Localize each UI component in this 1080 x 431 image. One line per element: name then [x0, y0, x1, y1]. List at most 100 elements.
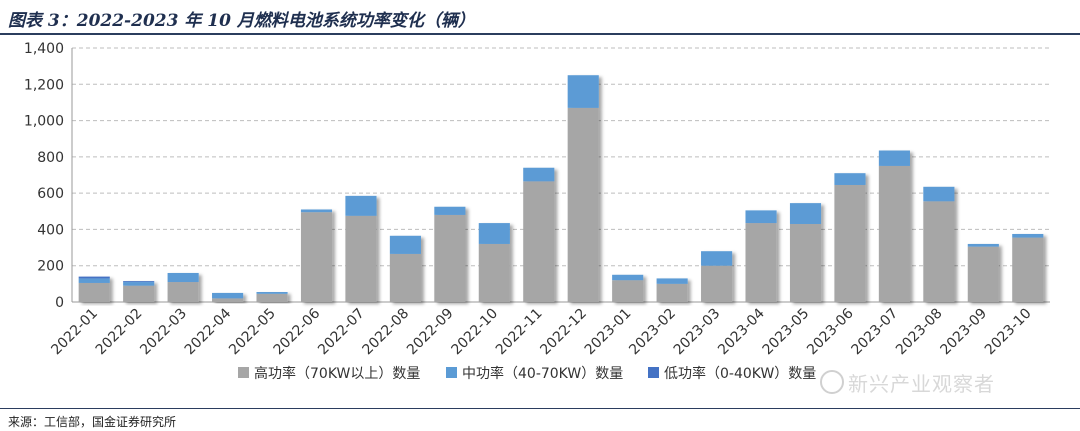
- bar-segment: [123, 282, 155, 286]
- bar-segment: [789, 203, 822, 224]
- bar-segment: [212, 298, 244, 302]
- title-divider: [0, 33, 1080, 35]
- x-tick-label: 2022-05: [226, 306, 279, 359]
- bar-stack: [434, 206, 466, 302]
- x-tick-label: 2022-06: [271, 305, 324, 358]
- x-tick-label: 2022-02: [93, 306, 146, 359]
- bar-segment: [256, 293, 288, 302]
- bar-stack: [389, 235, 421, 302]
- bar-segment: [478, 223, 510, 244]
- x-tick-label: 2023-04: [715, 305, 768, 358]
- bar-segment: [923, 186, 955, 202]
- bar-segment: [789, 223, 822, 302]
- bar-stack: [78, 276, 110, 302]
- bar-stack: [612, 274, 644, 302]
- y-axis: 0 200 400 600 800 1,000 1,200 1,400: [24, 41, 1050, 311]
- bar-stack: [878, 150, 910, 302]
- bar-stack: [256, 292, 288, 302]
- bar-stack: [523, 167, 555, 302]
- bar-stack: [834, 173, 866, 302]
- bar-segment: [523, 167, 555, 182]
- watermark: 新兴产业观察者: [820, 368, 995, 397]
- bar-segment: [834, 184, 866, 302]
- bar-segment: [256, 292, 288, 294]
- wechat-icon: [820, 370, 844, 394]
- bar-stack: [567, 75, 599, 302]
- x-tick-label: 2023-09: [937, 306, 990, 359]
- bar-segment: [567, 75, 599, 108]
- bar-segment: [656, 278, 688, 284]
- x-tick-label: 2022-04: [182, 305, 235, 358]
- bar-stack: [789, 203, 822, 302]
- legend: 高功率（70KW以上）数量 中功率（40-70KW）数量 低功率（0-40KW）数量: [238, 365, 816, 382]
- bar-segment: [656, 283, 688, 302]
- bar-stack: [923, 186, 955, 302]
- bar-segment: [923, 201, 955, 302]
- bar-segment: [967, 243, 999, 247]
- bar-stack: [745, 210, 777, 302]
- x-tick-label: 2023-01: [582, 306, 635, 359]
- bar-segment: [78, 276, 110, 279]
- bar-segment: [1012, 233, 1044, 238]
- source-note: 来源：工信部，国金证券研究所: [8, 415, 177, 429]
- y-tick-label: 400: [37, 222, 64, 238]
- footer-divider: [0, 408, 1080, 409]
- bar-stack: [1012, 233, 1044, 302]
- y-tick-label: 1,000: [24, 114, 64, 130]
- bar-segment: [745, 223, 777, 302]
- legend-swatch: [446, 367, 457, 378]
- bar-stack: [300, 209, 333, 302]
- bar-segment: [389, 235, 421, 254]
- bar-segment: [167, 282, 199, 302]
- y-tick-label: 200: [37, 259, 64, 275]
- bar-stack: [167, 272, 199, 302]
- bar-segment: [701, 265, 733, 302]
- y-tick-label: 0: [55, 295, 64, 311]
- legend-swatch: [238, 367, 249, 378]
- bar-segment: [167, 272, 199, 283]
- bar-segment: [1012, 237, 1044, 302]
- bar-stack: [967, 243, 999, 302]
- bar-segment: [300, 209, 333, 213]
- x-tick-label: 2022-12: [537, 306, 590, 359]
- bar-segment: [300, 212, 333, 302]
- bar-segment: [523, 181, 555, 302]
- bar-segment: [834, 173, 866, 185]
- y-tick-label: 1,400: [24, 41, 64, 57]
- x-tick-label: 2023-02: [626, 306, 679, 359]
- bar-segment: [567, 107, 599, 302]
- bars: [78, 75, 1044, 302]
- legend-swatch: [648, 367, 659, 378]
- legend-label: 高功率（70KW以上）数量: [254, 365, 420, 382]
- page-title: 图表 3：2022-2023 年 10 月燃料电池系统功率变化（辆）: [8, 11, 475, 31]
- x-tick-label: 2022-01: [48, 306, 101, 359]
- y-tick-label: 600: [37, 186, 64, 202]
- x-tick-label: 2022-08: [360, 306, 413, 359]
- y-tick-label: 800: [37, 150, 64, 166]
- bar-segment: [345, 215, 377, 302]
- bar-segment: [123, 285, 155, 302]
- bar-segment: [345, 195, 377, 216]
- x-tick-label: 2022-09: [404, 306, 457, 359]
- bar-stack: [123, 281, 155, 302]
- bar-segment: [478, 243, 510, 302]
- x-tick-label: 2023-06: [804, 305, 857, 358]
- x-tick-label: 2022-11: [493, 306, 546, 359]
- x-tick-label: 2022-07: [315, 306, 368, 359]
- bar-stack: [212, 292, 244, 302]
- watermark-text: 新兴产业观察者: [848, 372, 995, 396]
- bar-segment: [701, 251, 733, 266]
- x-tick-label: 2023-03: [671, 306, 724, 359]
- bar-segment: [123, 281, 155, 283]
- bar-stack: [478, 223, 510, 302]
- y-tick-label: 1,200: [24, 77, 64, 93]
- bar-stack: [656, 278, 688, 302]
- bar-segment: [878, 150, 910, 166]
- bar-segment: [78, 278, 110, 283]
- bar-segment: [434, 214, 466, 302]
- bar-segment: [612, 280, 644, 302]
- bar-stack: [701, 251, 733, 302]
- bar-segment: [212, 292, 244, 299]
- bar-segment: [967, 246, 999, 302]
- bar-segment: [389, 253, 421, 302]
